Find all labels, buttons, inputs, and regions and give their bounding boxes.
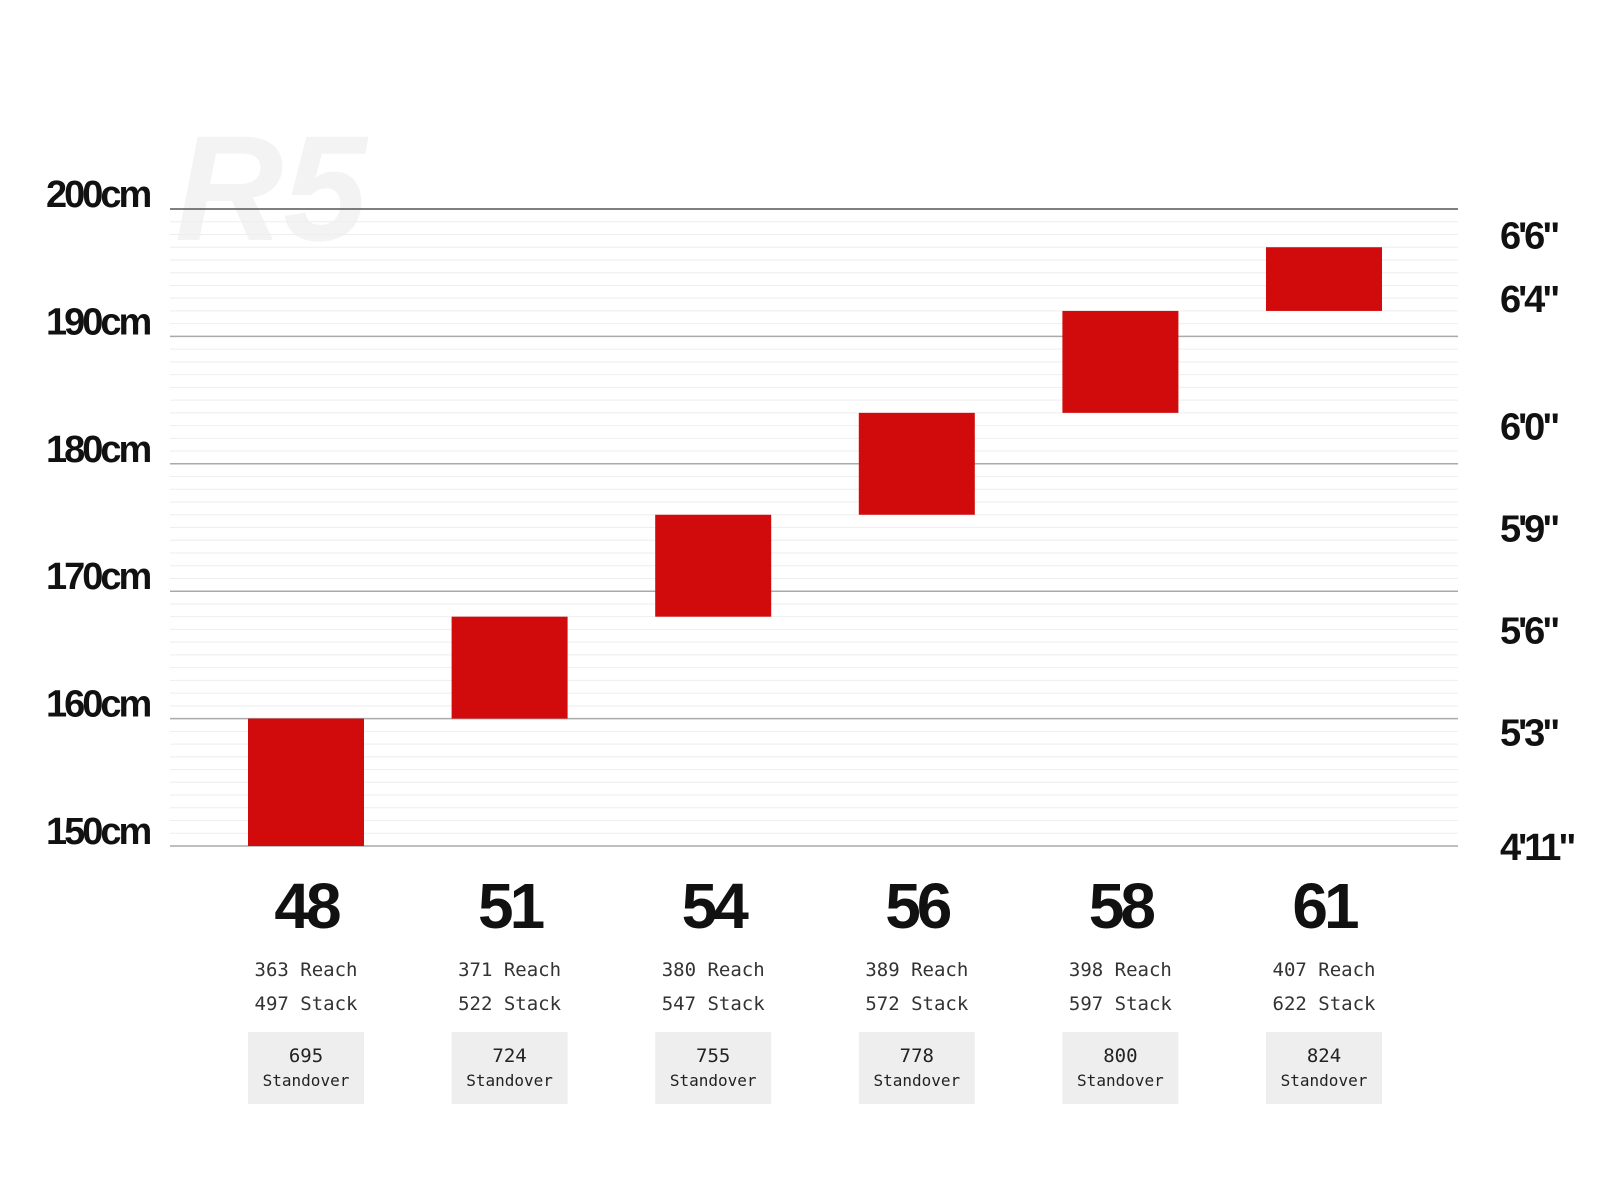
standover-label: Standover [1077, 1071, 1164, 1090]
reach-value: 398 Reach [1069, 959, 1172, 981]
standover-value: 755 [696, 1045, 730, 1067]
frame-size-labels: 48 51 54 56 58 61 [274, 870, 1362, 942]
height-range-bars [248, 247, 1382, 846]
reach-value: 371 Reach [458, 959, 561, 981]
standover-label: Standover [466, 1071, 553, 1090]
standover-box [248, 1032, 364, 1104]
height-range-bar [451, 616, 568, 719]
frame-size-label: 61 [1292, 870, 1358, 942]
stack-value: 497 Stack [255, 993, 359, 1015]
standover-label: Standover [670, 1071, 757, 1090]
standover-label: Standover [1281, 1071, 1368, 1090]
height-range-bar [1062, 310, 1179, 413]
standover-box [1062, 1032, 1179, 1104]
stack-value: 572 Stack [865, 993, 969, 1015]
reach-value: 407 Reach [1273, 959, 1376, 981]
right-tick-label: 6'4" [1500, 279, 1558, 321]
frame-size-label: 54 [682, 870, 750, 942]
right-tick-label: 5'9" [1500, 509, 1558, 551]
standover-value: 778 [900, 1045, 934, 1067]
height-range-bar [1266, 247, 1382, 311]
stack-value: 622 Stack [1273, 993, 1377, 1015]
left-tick-label: 170cm [46, 556, 151, 598]
watermark-logo: R5 [175, 104, 369, 272]
standover-box [858, 1032, 975, 1104]
stack-value: 547 Stack [662, 993, 766, 1015]
frame-size-label: 58 [1089, 870, 1155, 942]
stack-value: 597 Stack [1069, 993, 1173, 1015]
reach-value: 389 Reach [865, 959, 968, 981]
left-axis-cm: 200cm 190cm 180cm 170cm 160cm 150cm [46, 174, 154, 853]
frame-size-label: 48 [274, 870, 340, 942]
standover-label: Standover [873, 1071, 960, 1090]
left-tick-label: 200cm [46, 174, 151, 216]
reach-value: 380 Reach [662, 959, 765, 981]
right-tick-label: 6'6" [1500, 215, 1558, 257]
left-tick-label: 180cm [46, 429, 151, 471]
right-tick-label: 5'3" [1500, 712, 1558, 754]
standover-value: 800 [1103, 1045, 1137, 1067]
left-tick-label: 150cm [46, 811, 151, 853]
left-tick-label: 160cm [46, 684, 151, 726]
standover-box [451, 1032, 568, 1104]
standover-box [1266, 1032, 1382, 1104]
standover-label: Standover [263, 1071, 350, 1090]
right-tick-label: 4'11" [1500, 827, 1574, 869]
reach-value: 363 Reach [255, 959, 358, 981]
left-tick-label: 190cm [46, 301, 151, 343]
standover-value: 724 [492, 1045, 526, 1067]
standover-value: 824 [1307, 1045, 1341, 1067]
geometry-specs: 363 Reach 497 Stack 695 Standover 371 Reach 5… [248, 959, 1382, 1104]
stack-value: 522 Stack [458, 993, 562, 1015]
right-tick-label: 5'6" [1500, 610, 1558, 652]
height-range-bar [655, 514, 772, 617]
frame-size-label: 51 [478, 870, 544, 942]
height-range-bar [858, 412, 975, 515]
standover-value: 695 [289, 1045, 323, 1067]
standover-box [655, 1032, 772, 1104]
major-gridlines [170, 208, 1458, 847]
right-axis-feet: 6'6" 6'4" 6'0" 5'9" 5'6" 5'3" 4'11" [1500, 215, 1577, 869]
minor-gridlines [170, 221, 1458, 834]
height-range-bar [248, 718, 364, 846]
frame-size-label: 56 [885, 870, 951, 942]
right-tick-label: 6'0" [1500, 407, 1558, 449]
